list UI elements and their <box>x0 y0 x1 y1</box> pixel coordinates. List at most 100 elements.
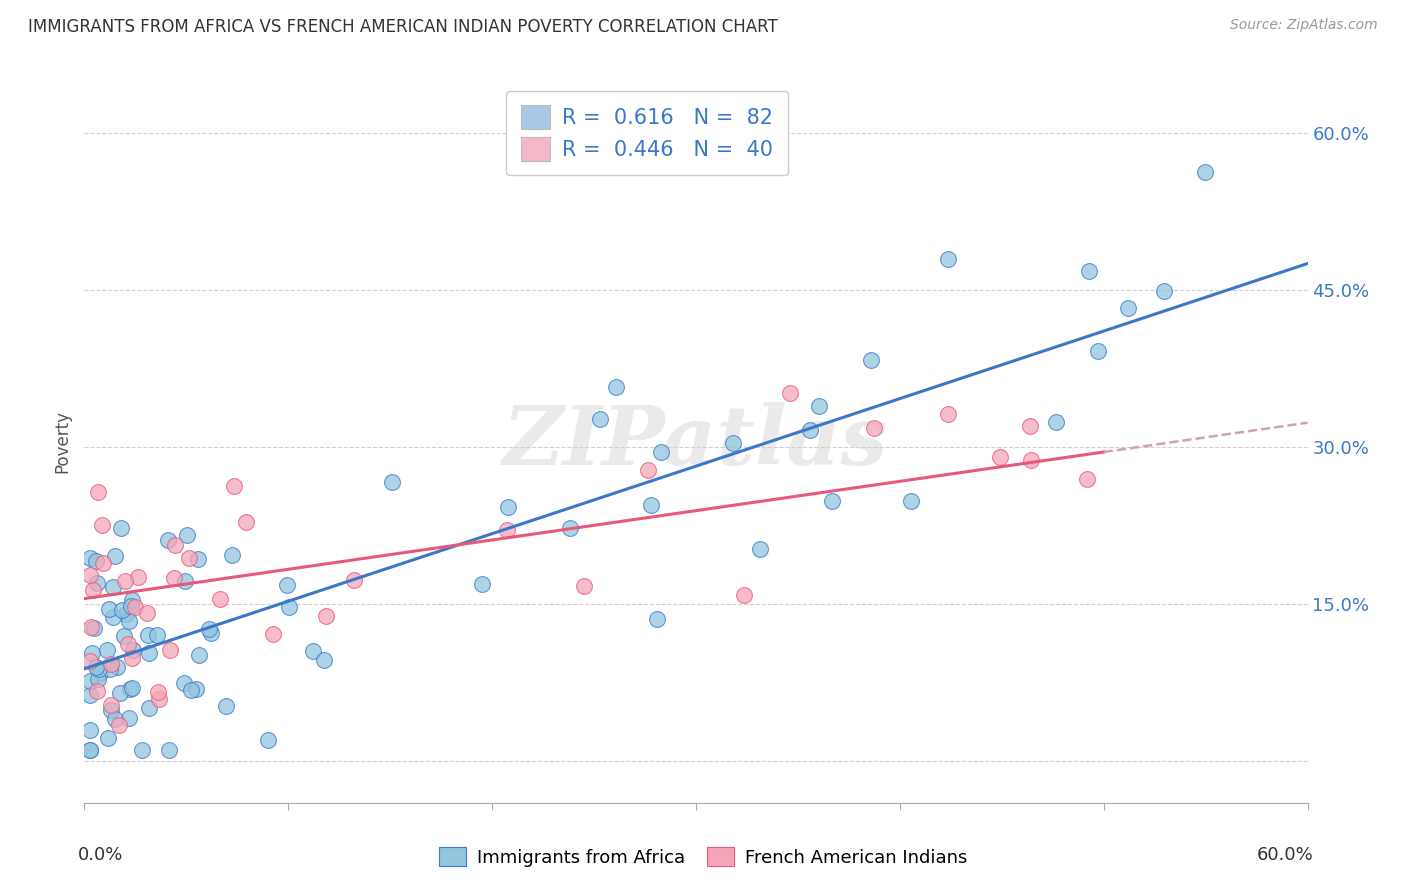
Point <box>117 637 139 651</box>
Point <box>138 646 160 660</box>
Point <box>100 657 122 671</box>
Point <box>108 718 131 732</box>
Point <box>89 662 111 676</box>
Point <box>115 607 138 621</box>
Point <box>79 551 101 566</box>
Point <box>496 524 519 538</box>
Point <box>314 653 336 667</box>
Text: 0.0%: 0.0% <box>79 847 124 864</box>
Point <box>159 643 181 657</box>
Point <box>221 548 243 562</box>
Point <box>80 620 103 634</box>
Point <box>87 484 110 499</box>
Point <box>863 420 886 434</box>
Point <box>138 701 160 715</box>
Point <box>101 610 124 624</box>
Point <box>112 629 135 643</box>
Point <box>148 685 170 699</box>
Point <box>799 423 821 437</box>
Point <box>100 698 122 713</box>
Text: 60.0%: 60.0% <box>1257 847 1313 864</box>
Point <box>589 412 612 426</box>
Point <box>121 681 143 696</box>
Point <box>91 556 114 570</box>
Point <box>808 399 831 413</box>
Point <box>198 622 221 636</box>
Point <box>302 643 325 657</box>
Point <box>180 682 202 697</box>
Point <box>79 723 101 737</box>
Point <box>936 252 959 266</box>
Point <box>200 626 222 640</box>
Point <box>103 549 125 564</box>
Point <box>779 386 801 401</box>
Point <box>1087 344 1109 359</box>
Point <box>105 660 128 674</box>
Point <box>214 699 236 714</box>
Point <box>108 686 131 700</box>
Point <box>136 628 159 642</box>
Point <box>163 571 186 585</box>
Point <box>89 665 111 680</box>
Point <box>100 703 122 717</box>
Point <box>131 743 153 757</box>
Point <box>124 600 146 615</box>
Point <box>1153 284 1175 298</box>
Legend: Immigrants from Africa, French American Indians: Immigrants from Africa, French American … <box>432 840 974 874</box>
Text: Source: ZipAtlas.com: Source: ZipAtlas.com <box>1230 18 1378 32</box>
Point <box>86 576 108 591</box>
Point <box>120 681 142 696</box>
Point <box>79 674 101 689</box>
Point <box>79 567 101 582</box>
Point <box>135 606 157 620</box>
Point <box>83 621 105 635</box>
Point <box>79 654 101 668</box>
Point <box>1045 415 1067 429</box>
Text: ZIPatlas: ZIPatlas <box>503 401 889 482</box>
Point <box>572 579 595 593</box>
Point <box>121 593 143 607</box>
Point <box>121 650 143 665</box>
Point <box>1078 263 1101 277</box>
Point <box>278 600 301 615</box>
Point <box>605 380 627 394</box>
Point <box>187 552 209 566</box>
Point <box>120 599 142 613</box>
Point <box>900 494 922 508</box>
Point <box>496 500 519 515</box>
Point <box>257 732 280 747</box>
Point <box>84 554 107 568</box>
Point <box>173 676 195 690</box>
Point <box>114 574 136 588</box>
Point <box>79 743 101 757</box>
Point <box>87 672 110 686</box>
Point <box>176 527 198 541</box>
Point <box>748 542 770 557</box>
Point <box>1116 301 1139 316</box>
Y-axis label: Poverty: Poverty <box>53 410 72 473</box>
Point <box>640 498 662 512</box>
Point <box>148 692 170 706</box>
Point <box>1194 165 1216 179</box>
Point <box>733 588 755 602</box>
Point <box>79 688 101 702</box>
Point <box>118 614 141 628</box>
Point <box>1076 472 1098 486</box>
Point <box>315 608 337 623</box>
Point <box>938 407 960 421</box>
Point <box>91 518 114 533</box>
Point <box>98 601 121 615</box>
Point <box>86 683 108 698</box>
Point <box>157 743 180 757</box>
Point <box>163 538 186 552</box>
Text: IMMIGRANTS FROM AFRICA VS FRENCH AMERICAN INDIAN POVERTY CORRELATION CHART: IMMIGRANTS FROM AFRICA VS FRENCH AMERICA… <box>28 18 778 36</box>
Point <box>235 516 257 530</box>
Point <box>381 475 404 489</box>
Point <box>859 353 882 368</box>
Point <box>157 533 180 547</box>
Point <box>187 648 209 662</box>
Point <box>637 463 659 477</box>
Point <box>111 603 134 617</box>
Point <box>110 521 132 535</box>
Point <box>100 662 122 676</box>
